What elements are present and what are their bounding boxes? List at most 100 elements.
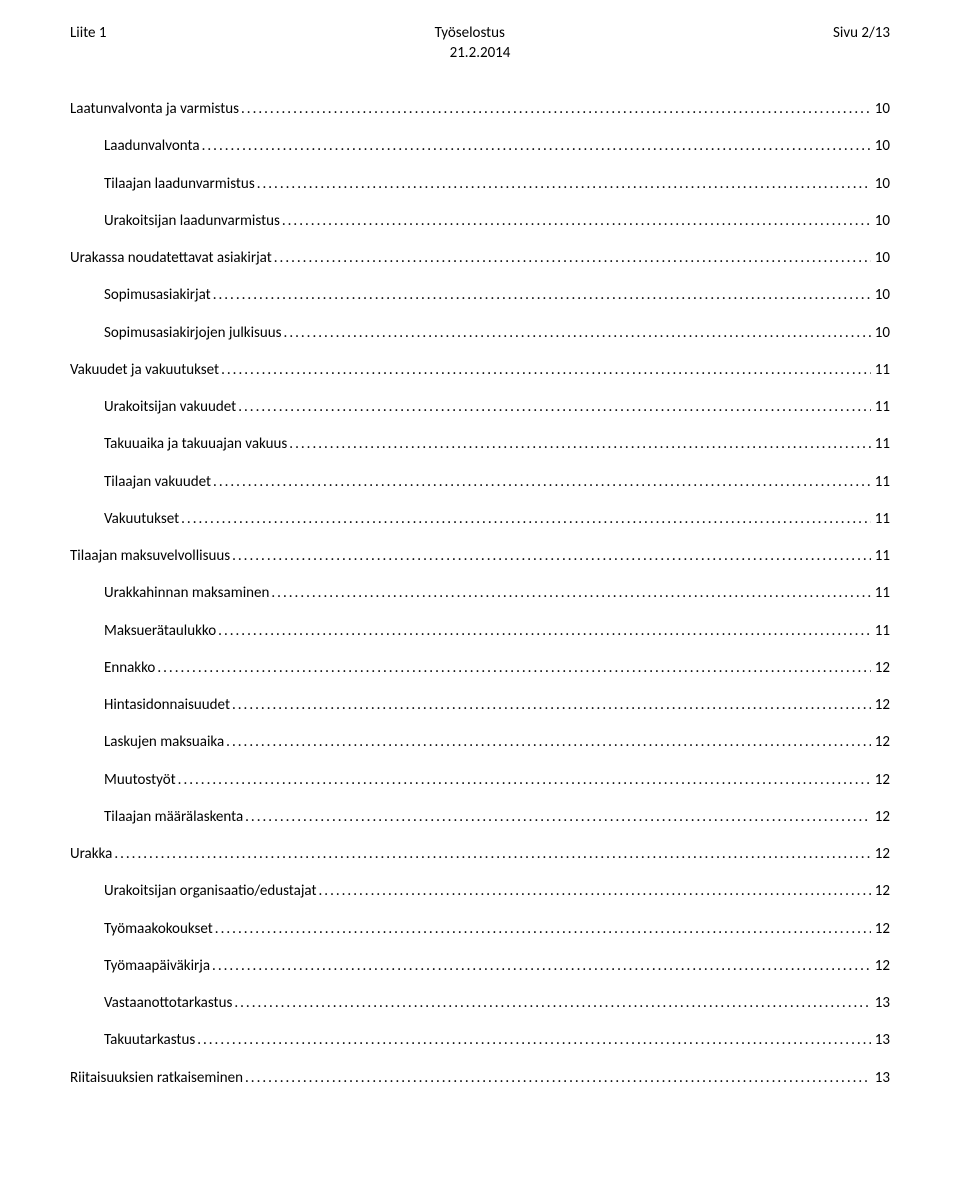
toc-entry-title: Vakuudet ja vakuutukset [70, 359, 219, 382]
toc-entry-page: 12 [871, 806, 890, 829]
toc-entry-title: Urakoitsijan vakuudet [104, 396, 236, 419]
toc-leader-dots [155, 657, 870, 680]
toc-leader-dots [210, 955, 871, 978]
toc-entry-title: Tilaajan määrälaskenta [104, 806, 243, 829]
toc-entry-page: 10 [871, 135, 890, 158]
toc-leader-dots [176, 769, 871, 792]
header-center-top: Työselostus [107, 24, 834, 42]
toc-entry-page: 11 [871, 396, 890, 419]
toc-entry-page: 11 [871, 508, 890, 531]
toc-leader-dots [224, 731, 871, 754]
toc-entry-page: 13 [871, 992, 890, 1015]
toc-leader-dots [243, 806, 871, 829]
toc-entry-title: Vakuutukset [104, 508, 179, 531]
toc-leader-dots [211, 471, 871, 494]
toc-leader-dots [317, 880, 871, 903]
toc-entry: Sopimusasiakirjat 10 [104, 284, 890, 307]
toc-entry-title: Ennakko [104, 657, 155, 680]
toc-entry-title: Takuuaika ja takuuajan vakuus [104, 433, 287, 456]
toc-leader-dots [236, 396, 871, 419]
toc-leader-dots [179, 508, 871, 531]
header-left: Liite 1 [70, 24, 107, 42]
toc-entry-page: 11 [871, 471, 890, 494]
toc-leader-dots [112, 843, 870, 866]
toc-leader-dots [211, 284, 871, 307]
toc-entry-title: Sopimusasiakirjojen julkisuus [104, 322, 282, 345]
toc-leader-dots [219, 359, 871, 382]
toc-entry-page: 11 [871, 620, 890, 643]
header-right: Sivu 2/13 [833, 24, 890, 42]
toc-entry: Tilaajan vakuudet 11 [104, 471, 890, 494]
toc-leader-dots [280, 210, 871, 233]
toc-entry: Vakuutukset 11 [104, 508, 890, 531]
toc-entry-title: Työmaapäiväkirja [104, 955, 210, 978]
header-center-bottom: 21.2.2014 [70, 44, 890, 62]
toc-leader-dots [287, 433, 870, 456]
toc-entry-page: 12 [871, 731, 890, 754]
toc-leader-dots [230, 545, 871, 568]
toc-entry-page: 10 [871, 173, 890, 196]
toc-leader-dots [243, 1067, 871, 1090]
toc-entry-page: 11 [871, 359, 890, 382]
table-of-contents: Laatunvalvonta ja varmistus 10 Laadunvalvo… [70, 98, 890, 1090]
toc-entry: Maksuerätaulukko 11 [104, 620, 890, 643]
toc-entry-title: Laadunvalvonta [104, 135, 200, 158]
toc-entry-title: Riitaisuuksien ratkaiseminen [70, 1067, 243, 1090]
toc-entry-page: 11 [871, 545, 890, 568]
toc-entry-page: 10 [871, 284, 890, 307]
toc-leader-dots [272, 247, 871, 270]
toc-entry-title: Laskujen maksuaika [104, 731, 224, 754]
toc-entry-page: 12 [871, 694, 890, 717]
page-header: Liite 1 Työselostus Sivu 2/13 [70, 24, 890, 42]
toc-entry: Tilaajan maksuvelvollisuus 11 [70, 545, 890, 568]
toc-entry: Hintasidonnaisuudet 12 [104, 694, 890, 717]
toc-leader-dots [255, 173, 871, 196]
toc-entry: Sopimusasiakirjojen julkisuus 10 [104, 322, 890, 345]
toc-entry: Urakoitsijan laadunvarmistus10 [104, 210, 890, 233]
document-page: Liite 1 Työselostus Sivu 2/13 21.2.2014 … [0, 0, 960, 1196]
toc-entry-title: Sopimusasiakirjat [104, 284, 211, 307]
toc-entry: Ennakko 12 [104, 657, 890, 680]
toc-entry-page: 13 [871, 1067, 890, 1090]
toc-entry: Laatunvalvonta ja varmistus 10 [70, 98, 890, 121]
toc-entry-page: 12 [871, 657, 890, 680]
toc-entry: Urakoitsijan organisaatio/edustajat12 [104, 880, 890, 903]
toc-entry-title: Hintasidonnaisuudet [104, 694, 230, 717]
toc-entry-page: 10 [871, 322, 890, 345]
toc-entry-page: 13 [871, 1029, 890, 1052]
toc-entry: Takuuaika ja takuuajan vakuus 11 [104, 433, 890, 456]
toc-leader-dots [269, 582, 870, 605]
toc-entry-title: Takuutarkastus [104, 1029, 195, 1052]
toc-entry: Työmaapäiväkirja12 [104, 955, 890, 978]
toc-entry-title: Muutostyöt [104, 769, 176, 792]
toc-entry: Tilaajan laadunvarmistus 10 [104, 173, 890, 196]
toc-entry-title: Tilaajan laadunvarmistus [104, 173, 255, 196]
toc-entry-title: Urakoitsijan laadunvarmistus [104, 210, 280, 233]
toc-entry-title: Maksuerätaulukko [104, 620, 216, 643]
toc-entry: Muutostyöt12 [104, 769, 890, 792]
toc-entry: Vakuudet ja vakuutukset 11 [70, 359, 890, 382]
toc-entry-page: 12 [871, 918, 890, 941]
toc-entry: Tilaajan määrälaskenta 12 [104, 806, 890, 829]
toc-entry-page: 10 [871, 247, 890, 270]
toc-entry: Urakassa noudatettavat asiakirjat 10 [70, 247, 890, 270]
toc-entry-title: Urakoitsijan organisaatio/edustajat [104, 880, 317, 903]
toc-entry: Takuutarkastus 13 [104, 1029, 890, 1052]
toc-entry: Työmaakokoukset12 [104, 918, 890, 941]
toc-leader-dots [213, 918, 871, 941]
toc-entry-title: Urakassa noudatettavat asiakirjat [70, 247, 272, 270]
toc-entry-title: Laatunvalvonta ja varmistus [70, 98, 239, 121]
toc-entry: Laskujen maksuaika 12 [104, 731, 890, 754]
toc-entry-page: 11 [871, 582, 890, 605]
toc-entry-page: 12 [871, 843, 890, 866]
toc-entry-page: 11 [871, 433, 890, 456]
toc-leader-dots [195, 1029, 871, 1052]
toc-entry-page: 10 [871, 98, 890, 121]
toc-leader-dots [232, 992, 870, 1015]
toc-leader-dots [216, 620, 871, 643]
toc-leader-dots [230, 694, 871, 717]
toc-leader-dots [200, 135, 871, 158]
toc-entry: Urakkahinnan maksaminen11 [104, 582, 890, 605]
toc-entry-title: Tilaajan maksuvelvollisuus [70, 545, 230, 568]
toc-entry-title: Tilaajan vakuudet [104, 471, 211, 494]
